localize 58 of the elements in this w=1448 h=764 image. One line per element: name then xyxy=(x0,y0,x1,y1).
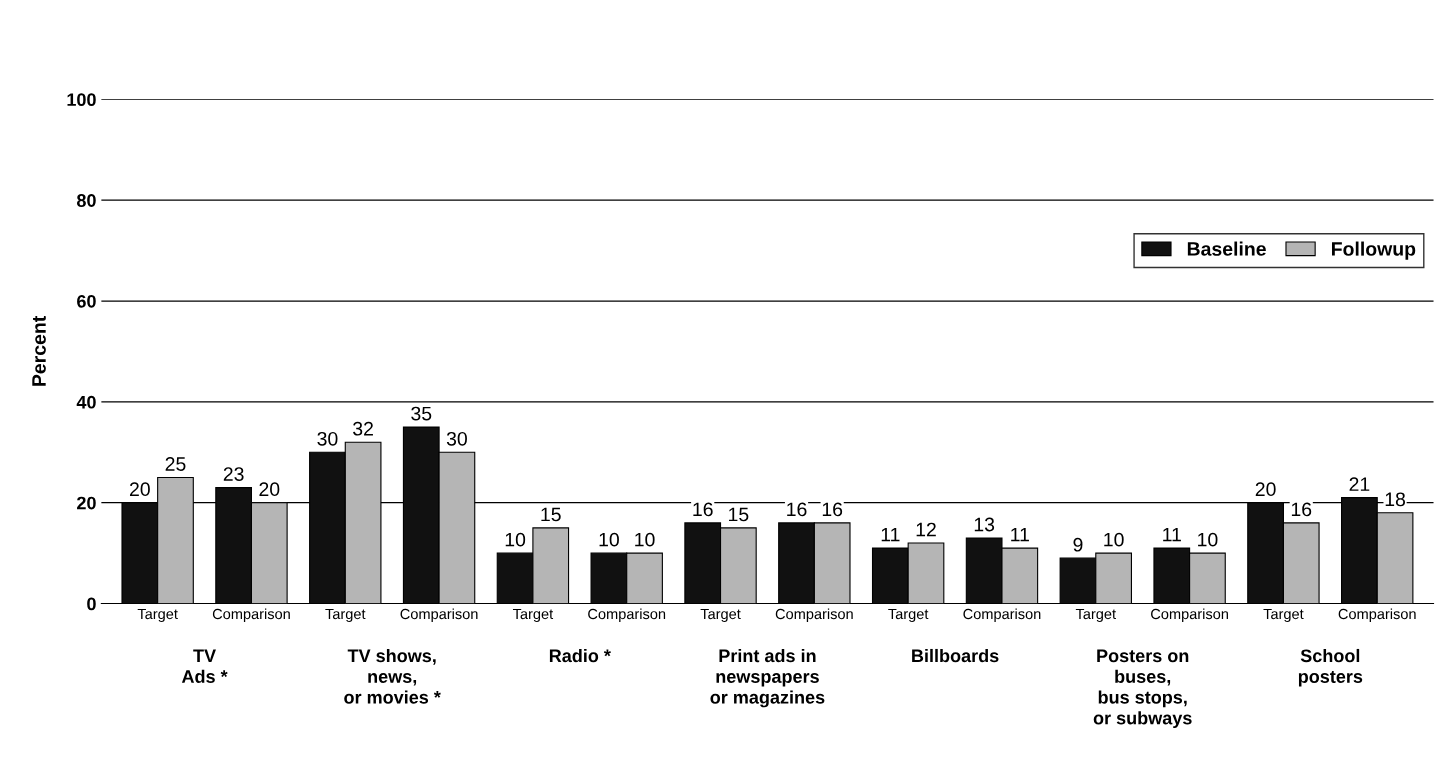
data-label: 15 xyxy=(541,507,561,522)
legend-label: Followup xyxy=(1332,241,1416,260)
data-label: 25 xyxy=(165,457,186,471)
data-label: 16 xyxy=(693,502,713,517)
x-tick-label: Comparison xyxy=(1338,608,1416,623)
data-label: 16 xyxy=(822,502,843,517)
x-tick-label: Target xyxy=(700,608,741,623)
data-label: 20 xyxy=(259,482,280,497)
x-tick-label: Comparison xyxy=(1151,608,1228,623)
text: Print ads in newspapers or magazines xyxy=(710,648,825,708)
x-tick-label: Comparison xyxy=(963,608,1041,623)
x-tick-label: Comparison xyxy=(400,608,478,623)
data-label: 30 xyxy=(317,431,338,446)
data-label: 10 xyxy=(1104,532,1124,547)
y-tick-label: 40 xyxy=(76,395,96,409)
legend-label: Baseline xyxy=(1187,241,1266,256)
text: TV Ads * xyxy=(181,649,228,683)
data-label: 20 xyxy=(129,482,150,497)
text: Posters on buses, bus stops, or subways xyxy=(1093,649,1192,729)
data-label: 32 xyxy=(353,421,373,436)
data-label: 20 xyxy=(1255,482,1276,497)
data-label: 10 xyxy=(505,532,526,547)
y-tick-label: 100 xyxy=(67,93,96,107)
y-tick-label: 20 xyxy=(77,496,96,510)
text: Radio * xyxy=(549,648,611,663)
data-label: 10 xyxy=(1198,532,1218,547)
data-label: 11 xyxy=(1163,527,1181,542)
x-tick-label: Target xyxy=(137,608,178,623)
x-tick-label: Comparison xyxy=(212,608,290,623)
y-axis-title: Percent xyxy=(32,316,46,386)
data-label: 11 xyxy=(881,527,900,542)
data-label: 21 xyxy=(1349,477,1370,491)
text: TV shows, news, or movies * xyxy=(344,648,441,704)
x-tick-label: Comparison xyxy=(775,608,853,623)
x-tick-label: Target xyxy=(512,608,554,623)
data-label: 9 xyxy=(1073,537,1083,552)
y-tick-label: 0 xyxy=(87,597,96,611)
x-tick-label: Target xyxy=(888,608,929,623)
y-tick-label: 60 xyxy=(77,294,96,308)
data-label: 30 xyxy=(446,431,467,446)
data-label: 12 xyxy=(916,522,936,537)
data-label: 16 xyxy=(787,502,807,517)
y-tick-label: 80 xyxy=(76,194,96,207)
text: Billboards xyxy=(912,648,999,663)
data-label: 13 xyxy=(974,517,995,532)
data-label: 10 xyxy=(599,532,619,547)
x-tick-label: Target xyxy=(1263,608,1304,623)
data-label: 35 xyxy=(411,406,432,421)
data-label: 11 xyxy=(1011,527,1029,542)
data-label: 16 xyxy=(1291,502,1312,517)
text: School posters xyxy=(1298,648,1363,687)
x-tick-label: Target xyxy=(1075,608,1116,623)
x-tick-label: Target xyxy=(325,608,366,623)
data-label: 18 xyxy=(1385,492,1406,507)
data-label: 15 xyxy=(729,507,749,522)
x-tick-label: Comparison xyxy=(588,608,666,623)
data-label: 10 xyxy=(635,532,655,547)
data-label: 23 xyxy=(223,467,244,481)
